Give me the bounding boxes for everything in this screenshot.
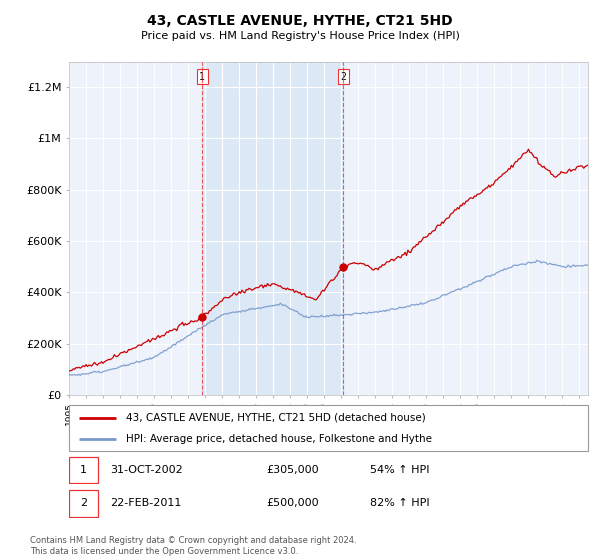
Text: 2: 2 (341, 72, 346, 82)
Text: 43, CASTLE AVENUE, HYTHE, CT21 5HD (detached house): 43, CASTLE AVENUE, HYTHE, CT21 5HD (deta… (126, 413, 426, 423)
Text: £500,000: £500,000 (266, 498, 319, 508)
Bar (202, 62, 343, 395)
Text: Price paid vs. HM Land Registry's House Price Index (HPI): Price paid vs. HM Land Registry's House … (140, 31, 460, 41)
Text: £305,000: £305,000 (266, 465, 319, 475)
Text: 1: 1 (80, 465, 87, 475)
Bar (69, 491, 98, 516)
Text: 22-FEB-2011: 22-FEB-2011 (110, 498, 182, 508)
Text: 43, CASTLE AVENUE, HYTHE, CT21 5HD: 43, CASTLE AVENUE, HYTHE, CT21 5HD (147, 14, 453, 28)
Bar (568, 62, 588, 395)
Bar (69, 457, 98, 483)
Text: 31-OCT-2002: 31-OCT-2002 (110, 465, 183, 475)
Text: 54% ↑ HPI: 54% ↑ HPI (370, 465, 430, 475)
Text: 2: 2 (80, 498, 87, 508)
Text: Contains HM Land Registry data © Crown copyright and database right 2024.
This d: Contains HM Land Registry data © Crown c… (30, 536, 356, 556)
Text: HPI: Average price, detached house, Folkestone and Hythe: HPI: Average price, detached house, Folk… (126, 435, 432, 444)
Text: 1: 1 (199, 72, 205, 82)
Text: 82% ↑ HPI: 82% ↑ HPI (370, 498, 430, 508)
